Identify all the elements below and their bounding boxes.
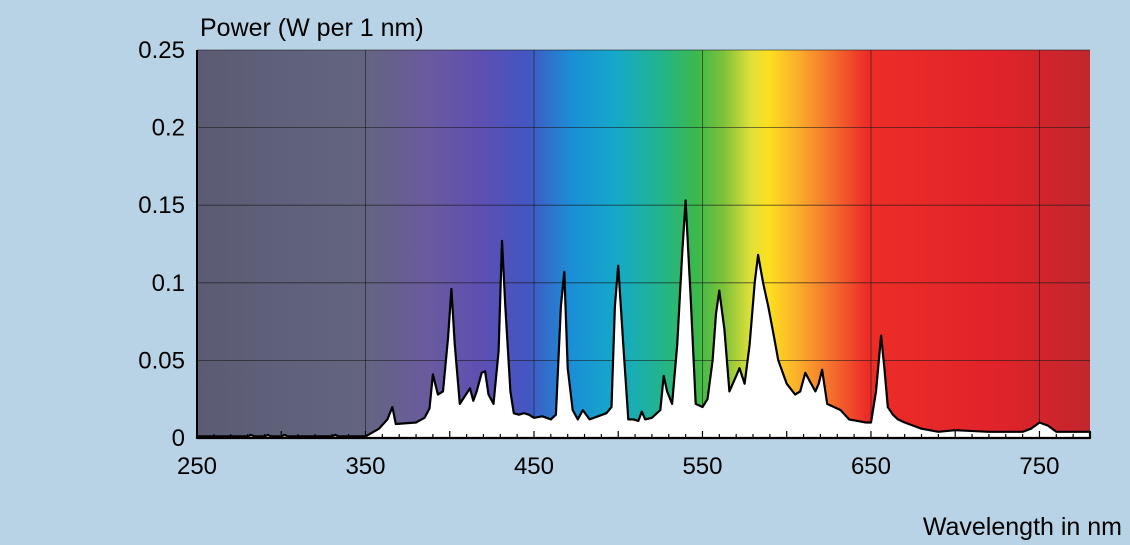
y-tick-label: 0.2 bbox=[152, 115, 185, 142]
x-tick-label: 550 bbox=[682, 453, 722, 480]
y-tick-label: 0.1 bbox=[152, 270, 185, 297]
spectrum-background bbox=[197, 50, 1090, 438]
tick-labels: 0 0.05 0.1 0.15 0.2 0.25 250 350 450 550 650 750 bbox=[138, 37, 1059, 480]
y-tick-label: 0.25 bbox=[138, 37, 185, 64]
y-tick-label: 0.05 bbox=[138, 347, 185, 374]
x-axis-label: Wavelength in nm bbox=[923, 513, 1122, 540]
x-tick-label: 350 bbox=[345, 453, 385, 480]
axes bbox=[196, 50, 1091, 439]
x-tick-label: 750 bbox=[1019, 453, 1059, 480]
y-axis-label: Power (W per 1 nm) bbox=[200, 14, 424, 42]
x-tick-label: 650 bbox=[851, 453, 891, 480]
x-tick-label: 450 bbox=[514, 453, 554, 480]
spectrum-series-area bbox=[195, 199, 1092, 440]
y-tick-label: 0.15 bbox=[138, 192, 185, 219]
y-tick-label: 0 bbox=[172, 425, 185, 452]
x-tick-label: 250 bbox=[177, 453, 217, 480]
grid-lines bbox=[197, 49, 1090, 438]
